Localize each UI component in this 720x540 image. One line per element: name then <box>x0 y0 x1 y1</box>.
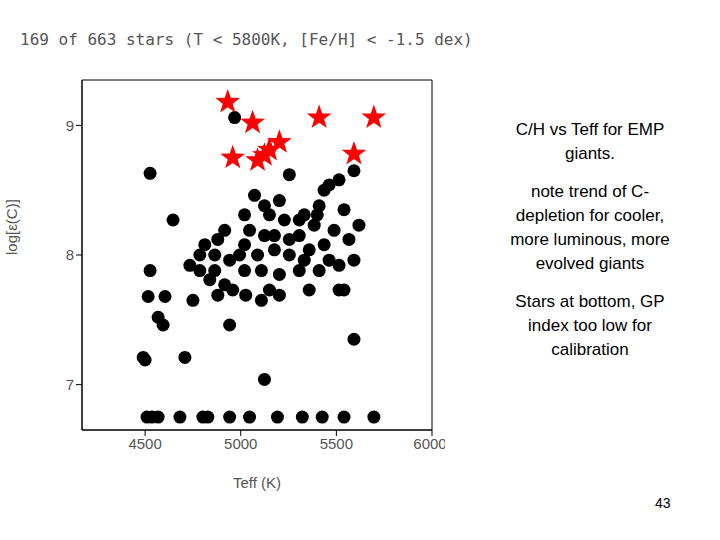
svg-text:4500: 4500 <box>128 435 161 452</box>
svg-text:log[ε(C)]: log[ε(C)] <box>8 199 20 255</box>
svg-text:5500: 5500 <box>320 435 353 452</box>
svg-text:Teff (K): Teff (K) <box>233 474 281 491</box>
svg-text:6000: 6000 <box>413 435 445 452</box>
svg-text:5000: 5000 <box>224 435 257 452</box>
svg-text:9: 9 <box>66 117 74 134</box>
html-text:Stars at bottom, GP index too: Stars at bottom, GP index too low for ca… <box>515 292 665 359</box>
html-text:169 of 663 stars (T < 5800K, [: 169 of 663 stars (T < 5800K, [Fe/H] < -1… <box>20 30 473 49</box>
html-text:note trend of C-depletion for: note trend of C-depletion for cooler, mo… <box>510 182 670 273</box>
svg-text:8: 8 <box>66 246 74 263</box>
html-text:43: 43 <box>655 495 671 511</box>
svg-text:7: 7 <box>66 376 74 393</box>
html-text:C/H vs Teff for EMP giants.: C/H vs Teff for EMP giants. <box>515 120 665 163</box>
